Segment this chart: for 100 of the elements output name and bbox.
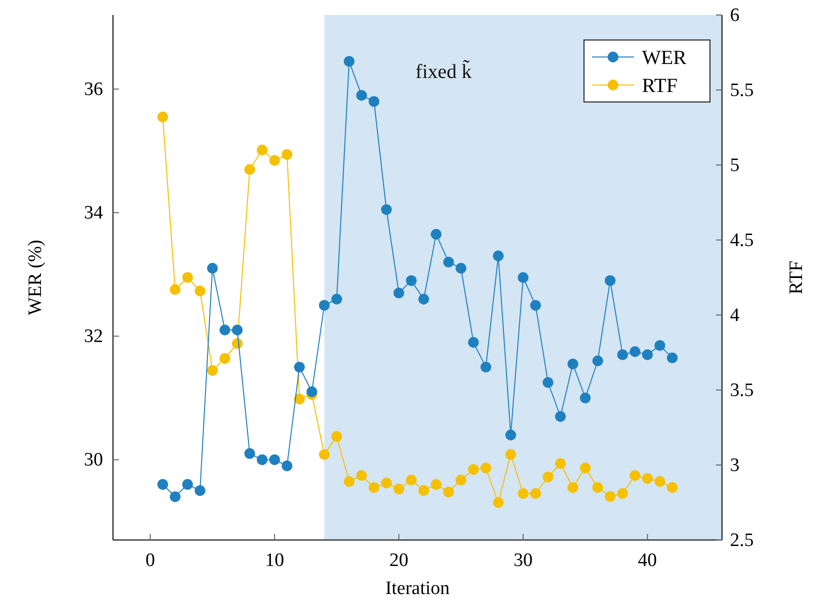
point (170, 491, 180, 502)
point (604, 491, 616, 502)
point (642, 473, 653, 484)
point (394, 288, 404, 298)
point (555, 411, 566, 422)
point (406, 474, 417, 486)
y-tick-label: 32 (84, 326, 103, 348)
point (468, 337, 479, 348)
point (580, 462, 591, 474)
x-tick-label: 20 (389, 550, 408, 571)
y2-tick-label: 3.5 (730, 380, 754, 401)
point (356, 470, 367, 481)
legend-label: RTF (642, 75, 678, 97)
point (406, 275, 417, 286)
point (418, 294, 430, 304)
point (418, 485, 430, 496)
x-tick-label: 10 (265, 550, 284, 571)
point (331, 294, 342, 304)
point (157, 112, 168, 122)
point (344, 56, 354, 67)
point (542, 472, 554, 482)
point (356, 90, 367, 101)
point (617, 488, 628, 499)
point (580, 392, 591, 404)
point (430, 479, 442, 490)
point (456, 474, 466, 486)
point (443, 256, 454, 268)
point (194, 286, 206, 296)
y-tick-label: 36 (84, 79, 103, 100)
y2-tick-label: 4 (730, 305, 740, 326)
point (220, 353, 230, 364)
point (654, 340, 666, 351)
point (480, 362, 492, 372)
point (381, 204, 392, 215)
point (157, 479, 168, 490)
point (530, 488, 541, 499)
point (604, 275, 616, 286)
point (443, 486, 454, 498)
point (381, 478, 392, 488)
point (518, 272, 528, 283)
y2-axis-title: RTF (786, 260, 807, 294)
x-tick-label: 40 (638, 550, 657, 571)
point (505, 449, 516, 460)
point (592, 482, 604, 493)
y2-tick-label: 5 (730, 155, 740, 176)
point (568, 482, 578, 493)
point (232, 324, 243, 336)
point (505, 430, 516, 440)
y-tick-label: 34 (84, 202, 104, 224)
point (542, 377, 554, 388)
point (194, 485, 206, 496)
point (617, 349, 628, 360)
point (468, 464, 479, 475)
point (294, 362, 305, 372)
point (492, 250, 504, 262)
point (244, 448, 256, 459)
point (654, 476, 666, 487)
point (170, 284, 180, 295)
point (244, 164, 256, 175)
band-label: fixed k̃ (416, 59, 472, 83)
point (518, 488, 528, 499)
point (430, 228, 442, 240)
y2-tick-label: 3 (730, 455, 740, 476)
point (256, 454, 268, 466)
x-tick-label: 0 (146, 550, 156, 571)
point (331, 431, 342, 442)
point (492, 497, 504, 508)
point (368, 482, 380, 493)
point (182, 272, 193, 283)
point (182, 479, 193, 490)
point (568, 358, 578, 370)
point (344, 476, 354, 487)
point (207, 365, 218, 376)
point (555, 458, 566, 469)
y2-tick-label: 6 (730, 5, 740, 26)
point (480, 462, 492, 474)
point (666, 352, 678, 364)
x-axis-title: Iteration (385, 578, 450, 599)
point (318, 449, 330, 460)
y-axis-title: WER (%) (25, 240, 46, 316)
point (306, 386, 318, 398)
point (642, 349, 653, 360)
point (592, 356, 604, 366)
point (530, 300, 541, 311)
point (207, 262, 218, 274)
y2-tick-label: 4.5 (730, 230, 754, 251)
point (666, 482, 678, 493)
point (630, 470, 640, 481)
point (282, 460, 292, 472)
point (256, 144, 268, 156)
point (220, 324, 230, 336)
point (282, 149, 292, 160)
point (318, 300, 330, 311)
point (368, 96, 380, 107)
point (394, 484, 404, 494)
point (269, 454, 280, 466)
point (294, 394, 305, 404)
point (630, 346, 640, 357)
point (269, 155, 280, 166)
x-tick-label: 30 (514, 550, 533, 571)
